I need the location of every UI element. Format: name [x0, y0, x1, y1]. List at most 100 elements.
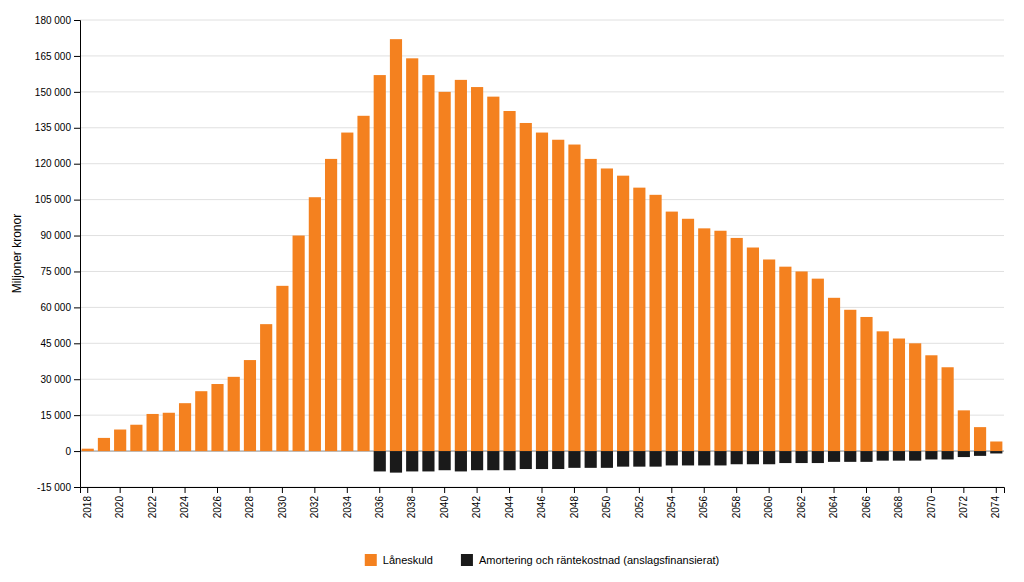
bar — [520, 451, 532, 469]
bar — [860, 451, 872, 462]
bar — [260, 324, 272, 451]
bar — [130, 451, 142, 452]
x-tick-label: 2038 — [406, 496, 417, 519]
legend-swatch — [365, 554, 377, 566]
bar — [958, 410, 970, 451]
x-tick-label: 2050 — [601, 496, 612, 519]
bar — [666, 451, 678, 465]
bar — [666, 212, 678, 451]
x-tick: 2066 — [861, 487, 872, 518]
x-tick-mark — [996, 487, 997, 493]
chart: -15 000015 00030 00045 00060 00075 00090… — [0, 0, 1024, 582]
bar — [877, 451, 889, 461]
y-tick: 120 000 — [35, 158, 80, 169]
bar — [406, 58, 418, 451]
bar — [228, 377, 240, 451]
bar — [244, 360, 256, 451]
bar — [341, 133, 353, 452]
bar — [942, 451, 954, 459]
bar — [844, 451, 856, 462]
x-tick-mark — [769, 487, 770, 493]
x-tick-label: 2026 — [212, 496, 223, 519]
bar — [958, 451, 970, 457]
bar — [195, 391, 207, 451]
bar — [487, 451, 499, 470]
y-tick-label: 30 000 — [40, 374, 71, 385]
x-tick-label: 2032 — [309, 496, 320, 519]
bar — [422, 451, 434, 471]
y-tick-mark — [74, 200, 80, 201]
y-tick: 30 000 — [40, 374, 80, 385]
y-tick: 60 000 — [40, 302, 80, 313]
x-tick-label: 2070 — [926, 496, 937, 519]
legend-label: Låneskuld — [383, 554, 433, 566]
bar — [682, 451, 694, 465]
x-tick: 2048 — [569, 487, 580, 518]
bar — [796, 271, 808, 451]
grid-line — [80, 127, 1004, 128]
x-tick-label: 2020 — [114, 496, 125, 519]
bar — [974, 451, 986, 456]
y-axis-line — [74, 21, 81, 488]
x-tick: 2040 — [439, 487, 450, 518]
y-tick-label: 120 000 — [35, 158, 72, 169]
y-tick-mark — [74, 164, 80, 165]
bar — [763, 451, 775, 464]
bar — [276, 286, 288, 451]
x-tick: 2034 — [342, 487, 353, 518]
bar — [147, 451, 159, 452]
bar — [455, 451, 467, 471]
bar — [325, 159, 337, 451]
legend-swatch — [461, 554, 473, 566]
x-tick-label: 2064 — [828, 496, 839, 519]
x-tick-mark — [866, 487, 867, 493]
x-tick: 2020 — [114, 487, 125, 518]
x-tick-label: 2062 — [796, 496, 807, 519]
y-tick-label: 165 000 — [35, 51, 72, 62]
x-tick-label: 2052 — [634, 496, 645, 519]
grid — [80, 20, 1004, 487]
bar — [633, 451, 645, 467]
bar-series — [374, 451, 1003, 473]
bar — [293, 236, 305, 452]
bar — [455, 80, 467, 451]
bar — [568, 451, 580, 468]
x-axis-line — [81, 488, 1005, 494]
bar — [228, 451, 240, 452]
x-tick: 2028 — [244, 487, 255, 518]
bar — [909, 451, 921, 461]
x-tick: 2022 — [147, 487, 158, 518]
bar — [98, 451, 110, 452]
bar — [325, 451, 337, 452]
bars — [82, 39, 1003, 472]
x-tick-mark — [379, 487, 380, 493]
bar — [568, 145, 580, 452]
x-tick-mark — [444, 487, 445, 493]
bar — [471, 451, 483, 470]
bar — [601, 168, 613, 451]
y-tick: -15 000 — [37, 482, 80, 493]
x-tick-mark — [834, 487, 835, 493]
bar — [617, 176, 629, 451]
x-tick-mark — [704, 487, 705, 493]
bar — [779, 451, 791, 463]
x-tick-label: 2034 — [342, 496, 353, 519]
x-tick: 2026 — [212, 487, 223, 518]
y-tick-mark — [74, 343, 80, 344]
y-tick-label: 45 000 — [40, 338, 71, 349]
x-tick: 2062 — [796, 487, 807, 518]
bar — [406, 451, 418, 471]
bar — [796, 451, 808, 463]
y-tick-label: 75 000 — [40, 266, 71, 277]
x-tick: 2032 — [309, 487, 320, 518]
bar — [163, 451, 175, 452]
legend-label: Amortering och räntekostnad (anslagsfina… — [479, 554, 719, 566]
bar — [714, 451, 726, 465]
bar — [633, 188, 645, 451]
bar — [990, 451, 1002, 453]
x-tick-label: 2066 — [861, 496, 872, 519]
bar — [439, 451, 451, 470]
bar — [211, 384, 223, 451]
bar — [503, 451, 515, 470]
x-tick-mark — [87, 487, 88, 493]
